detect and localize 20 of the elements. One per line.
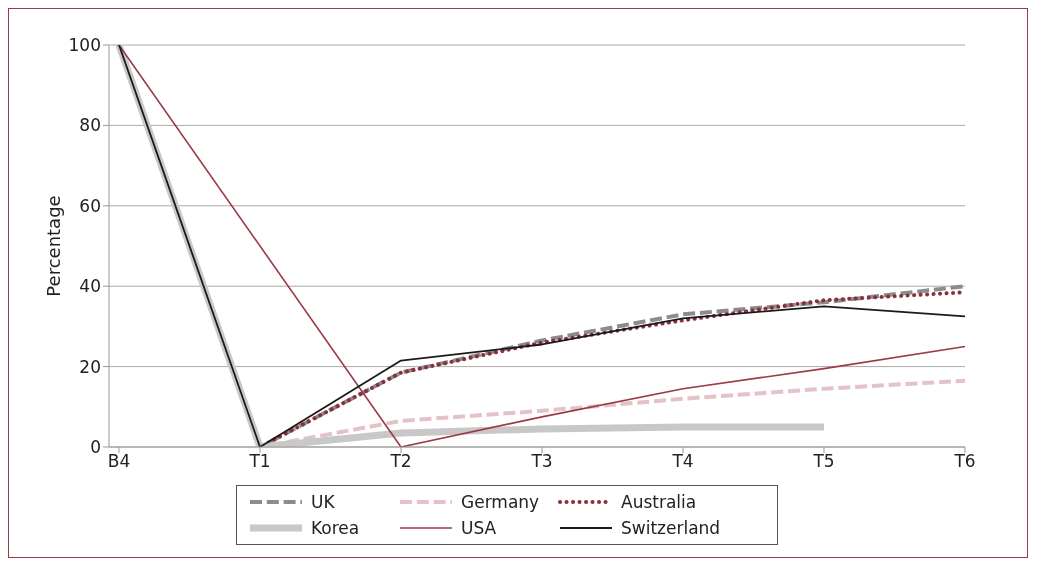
legend-label: Germany — [461, 492, 540, 512]
y-tick-label: 100 — [68, 35, 101, 56]
legend-label: Switzerland — [621, 518, 721, 538]
legend-label: Australia — [621, 492, 697, 512]
legend-label: Korea — [311, 518, 360, 538]
x-tick-label: T4 — [671, 451, 694, 472]
x-tick-label: T6 — [953, 451, 976, 472]
y-tick-label: 0 — [90, 437, 101, 458]
legend-label: UK — [311, 492, 335, 512]
y-tick-label: 80 — [79, 115, 101, 136]
y-axis-title: Percentage — [43, 195, 65, 297]
x-tick-label: B4 — [107, 451, 131, 472]
y-tick-label: 60 — [79, 195, 101, 216]
x-tick-label: T5 — [812, 451, 835, 472]
x-tick-label: T2 — [389, 451, 412, 472]
y-tick-label: 20 — [79, 356, 101, 377]
y-tick-label: 40 — [79, 276, 101, 297]
legend-label: USA — [461, 518, 497, 538]
x-tick-label: T1 — [248, 451, 271, 472]
x-tick-label: T3 — [530, 451, 553, 472]
